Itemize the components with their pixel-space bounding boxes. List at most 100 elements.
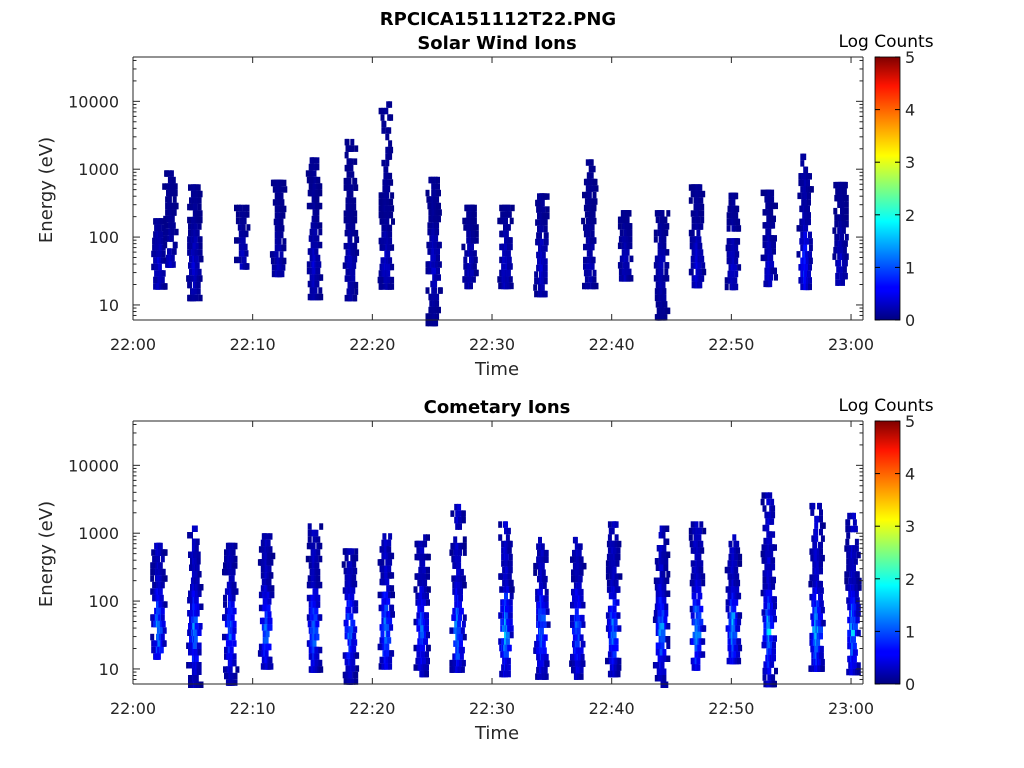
spectrogram-cell [730,270,735,278]
spectrogram-cell [835,233,840,241]
spectrogram-cell [379,276,384,284]
x-tick-label: 22:00 [110,335,156,354]
spectrogram-cell [171,176,176,184]
spectrogram-cell [821,522,826,529]
spectrogram-cell [689,268,694,276]
spectrogram-cell [762,674,767,681]
spectrogram-cell [690,262,695,269]
spectrogram-cell [344,619,349,627]
spectrogram-cell [696,599,701,606]
spectrogram-cell [583,263,587,270]
spectrogram-cell [232,627,237,634]
spectrogram-cell [768,492,773,499]
spectrogram-cell [426,644,431,652]
spectrogram-cell [309,627,314,634]
spectrogram-cell [665,275,670,282]
spectrogram-cell [618,262,623,269]
spectrogram-cell [628,223,633,230]
spectrogram-cell [472,217,477,225]
spectrogram-cell [699,249,704,256]
spectrogram-cell [194,255,199,263]
spectrogram-cell [840,266,844,273]
spectrogram-cell [351,587,356,594]
spectrogram-cell [541,206,546,213]
spectrogram-cell [154,263,159,271]
spectrogram-cell [315,196,320,203]
spectrogram-cell [583,243,587,251]
spectrogram-cell [765,492,770,499]
spectrogram-cell [196,603,201,610]
spectrogram-cell [806,179,810,187]
spectrogram-cell [854,545,859,552]
spectrogram-cell [457,581,462,589]
spectrogram-cell [267,598,272,605]
spectrogram-cell [573,536,578,544]
spectrogram-cell [436,248,440,255]
spectrogram-cell [767,228,772,236]
spectrogram-cell [170,254,175,262]
spectrogram-cell [267,578,272,586]
spectrogram-cell [570,614,574,622]
spectrogram-cell [387,276,392,284]
spectrogram-cell [474,230,479,238]
spectrogram-cell [498,638,503,645]
spectrogram-cell [579,569,584,576]
spectrogram-cell [194,249,199,256]
spectrogram-cell [355,249,360,256]
spectrogram-cell [385,192,390,199]
spectrogram-cell [279,192,284,200]
spectrogram-cell [613,625,618,632]
spectrogram-cell [542,193,547,200]
spectrogram-cell [315,222,320,229]
spectrogram-cell [282,244,287,252]
spectrogram-cell [389,624,394,631]
spectrogram-cell [437,202,441,210]
spectrogram-cell [474,237,479,244]
spectrogram-cell [664,558,669,565]
spectrogram-cell [283,186,288,193]
spectrogram-cell [437,215,441,223]
spectrogram-cell [700,255,705,263]
spectrogram-cell [815,574,820,581]
spectrogram-cell [767,189,772,197]
spectrogram-cell [197,649,202,656]
spectrogram-cell [656,649,661,656]
spectrogram-cell [307,575,312,582]
spectrogram-cell [197,571,202,578]
spectrogram-cell [379,656,384,664]
spectrogram-cell [581,640,586,648]
spectrogram-cell [458,614,462,621]
spectrogram-cell [663,655,668,662]
spectrogram-cell [506,282,511,290]
spectrogram-cell [538,588,543,596]
spectrogram-cell [314,607,319,615]
spectrogram-cell [545,660,550,667]
spectrogram-cell [428,267,433,275]
x-tick-label: 22:30 [469,699,515,718]
spectrogram-cell [388,591,393,599]
spectrogram-cell [237,256,242,264]
spectrogram-cell [354,600,359,607]
spectrogram-cell [538,536,542,544]
spectrogram-cell [690,210,695,217]
spectrogram-cell [535,595,540,602]
spectrogram-cell [819,515,823,523]
spectrogram-cell [591,211,596,218]
spectrogram-cell [169,202,174,210]
spectrogram-cell [590,230,595,238]
spectrogram-cell [852,577,857,585]
spectrogram-cell [763,537,768,545]
spectrogram-cell [279,251,284,258]
spectrogram-cell [735,251,740,258]
spectrogram-cell [770,622,775,629]
spectrogram-cell [433,267,438,275]
spectrogram-cell [501,540,506,548]
spectrogram-cell [387,539,392,547]
spectrogram-cell [731,612,736,619]
spectrogram-cell [350,138,355,146]
spectrogram-cell [698,242,703,250]
spectrogram-cell [800,160,805,167]
spectrogram-cell [697,612,702,619]
spectrogram-cell [425,625,429,632]
spectrogram-cell [736,218,741,226]
